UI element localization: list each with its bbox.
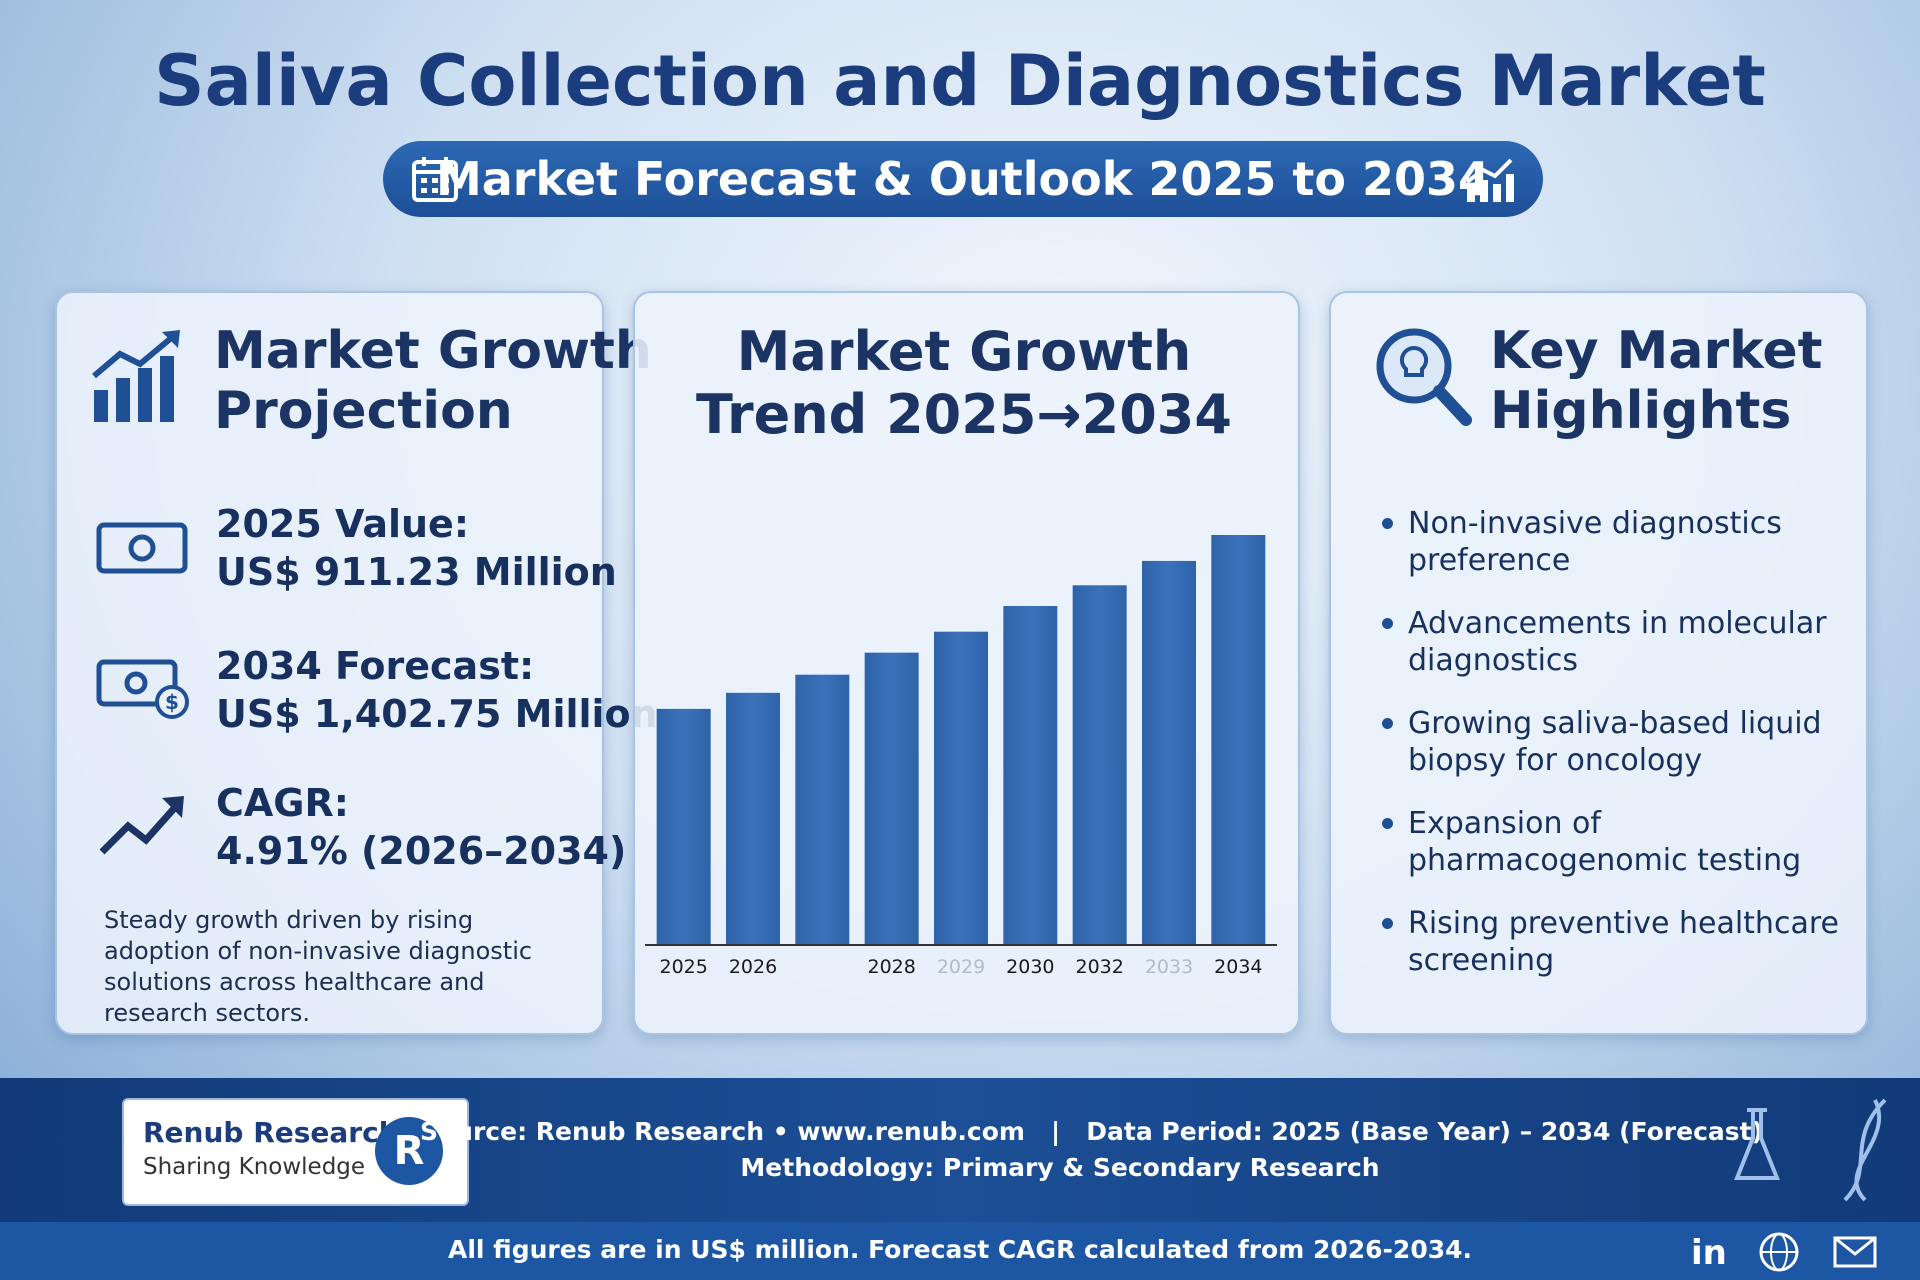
bar xyxy=(1211,535,1266,945)
bar xyxy=(1142,560,1196,945)
money-icon xyxy=(96,522,188,574)
bar xyxy=(934,631,988,945)
stat-value: US$ 1,402.75 Million xyxy=(216,692,658,736)
subtitle-pill xyxy=(383,141,1543,217)
highlight-item: Non-invasive diagnostics preference xyxy=(1382,505,1868,579)
search-icon xyxy=(1376,328,1472,426)
stat-label: 2034 Forecast: xyxy=(216,644,535,688)
highlight-text: Growing saliva-based liquid biopsy for o… xyxy=(1408,706,1822,778)
source-line: Source: Renub Research • www.renub.com |… xyxy=(420,1117,1764,1146)
title-line: Projection xyxy=(214,381,513,441)
stat-value: US$ 911.23 Million xyxy=(216,550,617,594)
bullet xyxy=(1382,718,1393,729)
x-tick-label: 2034 xyxy=(1214,956,1262,978)
highlight-text: Non-invasive diagnostics preference xyxy=(1408,506,1782,578)
cagr-icon xyxy=(99,796,184,855)
panel-title: Market Growth Projection xyxy=(214,321,652,441)
bar xyxy=(795,674,850,945)
bullet xyxy=(1382,918,1393,929)
subtitle: Market Forecast & Outlook 2025 to 2034 xyxy=(435,152,1491,206)
highlights-panel xyxy=(1329,291,1868,1035)
svg-text:in: in xyxy=(1691,1233,1727,1273)
methodology: Methodology: Primary & Secondary Researc… xyxy=(740,1153,1380,1182)
x-tick-label: 2029 xyxy=(937,956,985,978)
x-tick-label: 2033 xyxy=(1145,956,1193,978)
highlight-text: Expansion of pharmacogenomic testing xyxy=(1408,806,1802,878)
growth-icon xyxy=(92,330,180,422)
stat: 2034 Forecast: US$ 1,402.75 Million xyxy=(216,642,658,738)
chart: 2025 2026 2028 2029 2030 2032 2033 2034 xyxy=(645,535,1277,978)
bottom-bar xyxy=(0,1222,1920,1280)
stat: CAGR: 4.91% (2026–2034) xyxy=(216,779,626,875)
highlights-list: Non-invasive diagnostics preference Advan… xyxy=(1382,505,1868,1005)
panel-title: Key Market Highlights xyxy=(1490,321,1822,441)
science-icons xyxy=(1734,1098,1887,1202)
bottom-note: All figures are in US$ million. Forecast… xyxy=(447,1235,1473,1264)
logo-mark: R xyxy=(375,1117,443,1185)
x-tick-label: 2030 xyxy=(1006,956,1054,978)
highlight-text: Rising preventive healthcare screening xyxy=(1408,906,1839,978)
highlight-item: Growing saliva-based liquid biopsy for o… xyxy=(1382,705,1868,779)
title-line: Highlights xyxy=(1490,381,1792,441)
bullet xyxy=(1382,518,1393,529)
bar xyxy=(726,692,780,945)
panel-note: Steady growth driven by rising adoption … xyxy=(104,906,533,1027)
title-line: Market Growth xyxy=(214,321,652,381)
highlight-item: Advancements in molecular diagnostics xyxy=(1382,605,1868,679)
bar xyxy=(656,708,711,945)
stat-value: 4.91% (2026–2034) xyxy=(216,829,627,873)
page-title: Saliva Collection and Diagnostics Market xyxy=(154,40,1766,122)
bullet xyxy=(1382,618,1393,629)
bar xyxy=(1072,585,1127,945)
stat-label: CAGR: xyxy=(216,781,349,825)
stat-label: 2025 Value: xyxy=(216,502,470,546)
stat: 2025 Value: US$ 911.23 Million xyxy=(216,500,617,596)
highlight-text: Advancements in molecular diagnostics xyxy=(1408,606,1827,678)
tagline: Sharing Knowledge xyxy=(143,1154,366,1180)
title-line: Key Market xyxy=(1490,321,1823,381)
x-tick-label: 2026 xyxy=(729,956,777,978)
x-tick-label: 2028 xyxy=(867,956,915,978)
svg-text:$: $ xyxy=(165,690,179,714)
bar xyxy=(864,652,919,945)
x-tick-label: 2032 xyxy=(1075,956,1123,978)
highlight-item: Rising preventive healthcare screening xyxy=(1382,905,1868,979)
chart-title: Market Growth Trend 2025→2034 xyxy=(696,320,1232,446)
trend-icon xyxy=(1465,158,1514,202)
x-tick-label: 2025 xyxy=(659,956,707,978)
brand: Renub Research xyxy=(143,1116,399,1149)
forecast-icon: $ xyxy=(96,659,189,719)
highlight-item: Expansion of pharmacogenomic testing xyxy=(1382,805,1868,879)
bar xyxy=(1003,606,1058,945)
calendar-icon xyxy=(412,157,458,202)
social-icons: in xyxy=(1691,1232,1877,1273)
bullet xyxy=(1382,818,1393,829)
